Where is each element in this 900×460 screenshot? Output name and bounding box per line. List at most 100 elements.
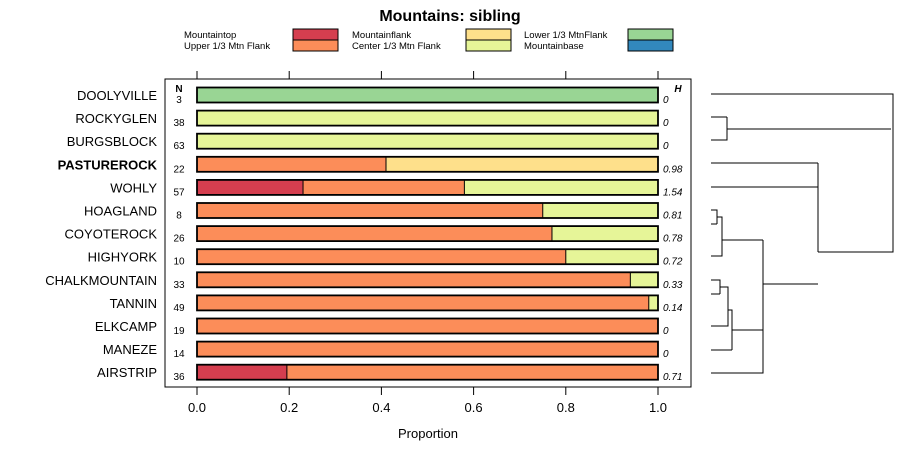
legend-swatch bbox=[465, 28, 512, 41]
x-tick-label: 0.8 bbox=[557, 400, 575, 415]
bar-outline bbox=[196, 109, 659, 127]
legend-label: Center 1/3 Mtn Flank bbox=[352, 41, 441, 52]
row-n: 19 bbox=[173, 326, 185, 337]
legend-swatch bbox=[465, 39, 512, 52]
bar-segment bbox=[630, 272, 658, 288]
row-n: 36 bbox=[173, 372, 185, 383]
bar-row: PASTUREROCK 22 0.98 bbox=[58, 155, 683, 175]
x-tick-label: 0.4 bbox=[372, 400, 390, 415]
bar-segment bbox=[648, 295, 658, 311]
bar-segment bbox=[197, 203, 543, 218]
row-h: 0 bbox=[663, 118, 669, 129]
plot-frame bbox=[164, 78, 692, 388]
bar-segment bbox=[197, 87, 658, 103]
row-label: COYOTEROCK bbox=[65, 227, 158, 242]
bar-rows: DOOLYVILLE 3 0 ROCKYGLEN 38 0 BURGSBLOCK 63 0 PAS… bbox=[45, 86, 683, 383]
bar-row: TANNIN 49 0.14 bbox=[110, 294, 683, 314]
row-label: PASTUREROCK bbox=[58, 157, 158, 172]
legend-label: Lower 1/3 MtnFlank bbox=[524, 30, 608, 41]
row-label: DOOLYVILLE bbox=[77, 88, 157, 103]
h-header: H bbox=[674, 84, 682, 95]
bar-row: WOHLY 57 1.54 bbox=[110, 178, 683, 198]
row-h: 0.78 bbox=[663, 234, 683, 245]
bar-row: CHALKMOUNTAIN 33 0.33 bbox=[45, 271, 683, 291]
bar-segment bbox=[197, 179, 304, 195]
row-h: 0 bbox=[663, 95, 669, 106]
bar-segment bbox=[197, 295, 649, 311]
bar-segment bbox=[565, 249, 658, 265]
dendrogram-branches bbox=[711, 93, 894, 351]
bar-row: BURGSBLOCK 63 0 bbox=[67, 132, 669, 152]
bar-row: DOOLYVILLE 3 0 bbox=[77, 86, 669, 106]
x-tick-label: 0.2 bbox=[280, 400, 298, 415]
bar-segment bbox=[386, 156, 658, 172]
bar-segment bbox=[197, 133, 658, 149]
legend-swatch bbox=[292, 39, 339, 52]
row-n: 8 bbox=[176, 211, 182, 222]
row-h: 0.14 bbox=[663, 303, 683, 314]
bar-outline bbox=[196, 340, 659, 358]
row-h: 0.98 bbox=[663, 164, 683, 175]
bar-segment bbox=[303, 179, 465, 195]
bar-segment bbox=[197, 226, 552, 242]
x-tick-label: 0.0 bbox=[188, 400, 206, 415]
n-header: N bbox=[175, 84, 182, 95]
bar-outline bbox=[196, 178, 659, 196]
legend-swatch bbox=[627, 39, 674, 52]
legend-swatch bbox=[627, 28, 674, 41]
bar-outline bbox=[196, 132, 659, 150]
bar-segment bbox=[286, 364, 658, 380]
bar-row: COYOTEROCK 26 0.78 bbox=[65, 225, 683, 245]
bar-outline bbox=[196, 248, 659, 266]
x-axis-label: Proportion bbox=[398, 426, 458, 441]
bar-outline bbox=[196, 363, 659, 381]
row-label: MANEZE bbox=[103, 342, 158, 357]
bar-segment bbox=[197, 272, 631, 288]
bar-segment bbox=[551, 226, 658, 242]
row-n: 22 bbox=[173, 164, 185, 175]
x-tick-label: 0.6 bbox=[465, 400, 483, 415]
bar-outline bbox=[196, 86, 659, 104]
row-n: 14 bbox=[173, 349, 185, 360]
row-label: ELKCAMP bbox=[95, 319, 157, 334]
row-label: HIGHYORK bbox=[88, 250, 158, 265]
chart-title: Mountains: sibling bbox=[379, 8, 520, 25]
bar-row: HOAGLAND 8 0.81 bbox=[84, 202, 682, 222]
bar-outline bbox=[196, 225, 659, 243]
dendrogram-airstrip-leaf bbox=[711, 330, 764, 374]
dendrogram bbox=[711, 93, 894, 374]
row-label: TANNIN bbox=[110, 296, 157, 311]
bar-row: ROCKYGLEN 38 0 bbox=[75, 109, 669, 129]
row-n: 63 bbox=[173, 141, 185, 152]
bar-outline bbox=[196, 202, 659, 219]
row-n: 10 bbox=[173, 257, 185, 268]
bar-segment bbox=[197, 318, 658, 334]
bar-outline bbox=[196, 155, 659, 173]
row-h: 1.54 bbox=[663, 187, 683, 198]
row-h: 0 bbox=[663, 326, 669, 337]
row-h: 0 bbox=[663, 141, 669, 152]
row-h: 0.72 bbox=[663, 257, 683, 268]
bar-outline bbox=[196, 271, 659, 289]
row-label: WOHLY bbox=[110, 180, 157, 195]
row-n: 57 bbox=[173, 187, 185, 198]
bar-segment bbox=[197, 156, 387, 172]
row-h: 0 bbox=[663, 349, 669, 360]
row-n: 33 bbox=[173, 280, 185, 291]
x-tick-label: 1.0 bbox=[649, 400, 667, 415]
bar-segment bbox=[197, 341, 658, 357]
row-label: ROCKYGLEN bbox=[75, 111, 157, 126]
bar-segment bbox=[197, 364, 287, 380]
legend-label: Mountainbase bbox=[524, 41, 584, 52]
legend-swatch bbox=[292, 28, 339, 41]
bar-outline bbox=[196, 317, 659, 335]
bar-segment bbox=[542, 203, 658, 218]
row-label: HOAGLAND bbox=[84, 204, 157, 219]
bar-row: HIGHYORK 10 0.72 bbox=[88, 248, 683, 268]
bar-row: MANEZE 14 0 bbox=[103, 340, 669, 360]
bar-segment bbox=[197, 249, 566, 265]
row-label: AIRSTRIP bbox=[97, 365, 157, 380]
legend-label: Mountaintop bbox=[184, 30, 236, 41]
bar-row: ELKCAMP 19 0 bbox=[95, 317, 669, 337]
